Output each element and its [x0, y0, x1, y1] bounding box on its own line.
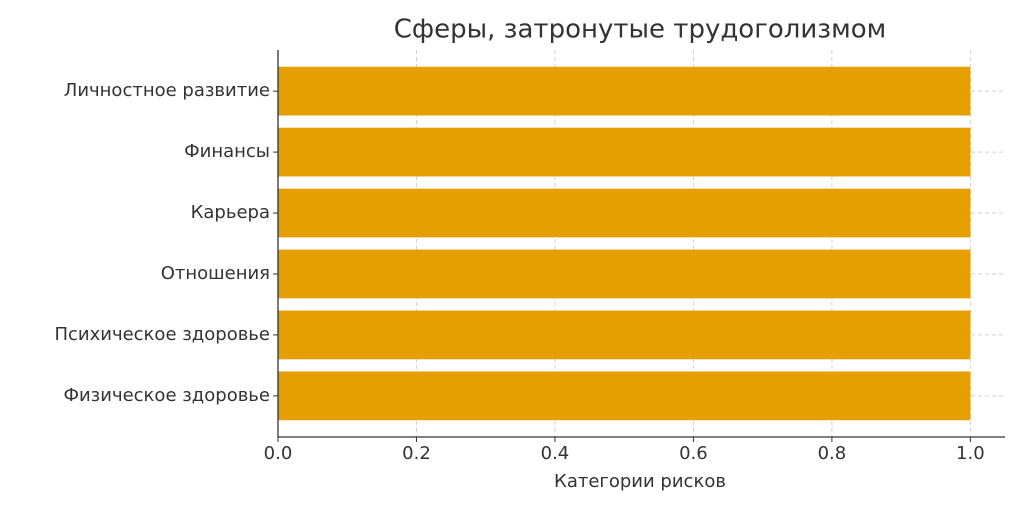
chart-title: Сферы, затронутые трудоголизмом	[394, 15, 887, 45]
bar	[278, 310, 971, 360]
y-tick-label: Физическое здоровье	[63, 385, 270, 406]
y-tick-label: Финансы	[184, 141, 270, 162]
x-tick-label: 0.6	[679, 443, 708, 464]
y-tick-label: Отношения	[161, 263, 270, 284]
bar	[278, 127, 971, 177]
x-tick-label: 1.0	[956, 443, 985, 464]
bar	[278, 188, 971, 238]
y-tick-label: Психическое здоровье	[54, 324, 270, 345]
bar	[278, 66, 971, 116]
y-tick-label: Личностное развитие	[64, 80, 270, 101]
x-tick-label: 0.0	[264, 443, 293, 464]
x-axis-label: Категории рисков	[554, 471, 726, 492]
x-tick-label: 0.4	[541, 443, 570, 464]
x-tick-label: 0.2	[402, 443, 431, 464]
bar	[278, 249, 971, 299]
x-tick-label: 0.8	[818, 443, 847, 464]
bar	[278, 371, 971, 421]
y-tick-label: Карьера	[191, 202, 270, 223]
